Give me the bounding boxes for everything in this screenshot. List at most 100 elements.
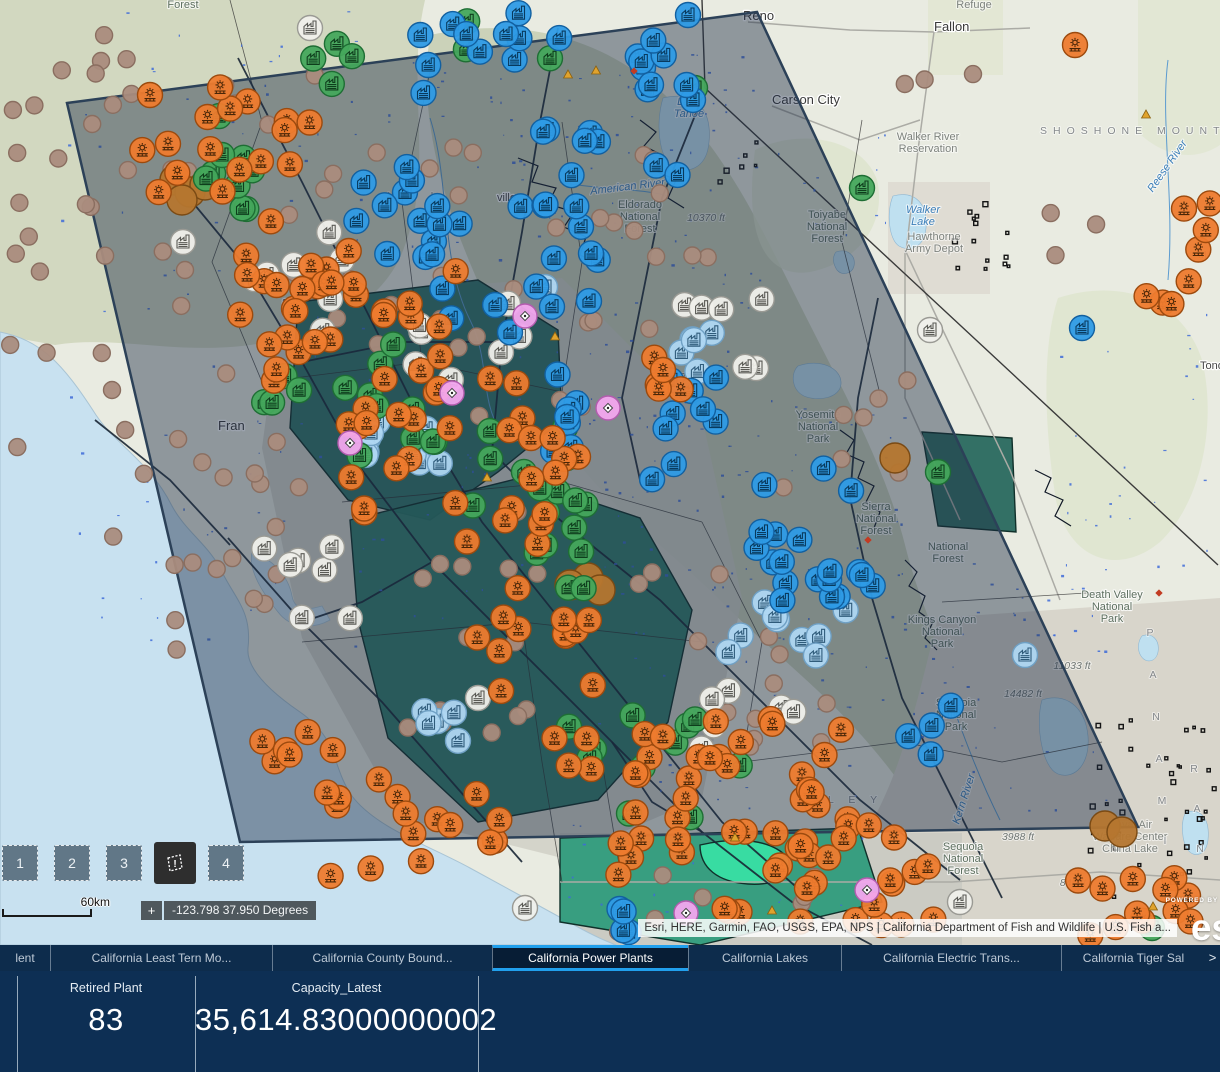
- plant-marker-solar[interactable]: [463, 780, 490, 808]
- plant-marker-hydro[interactable]: [418, 241, 446, 268]
- plant-marker-hydro[interactable]: [837, 477, 865, 504]
- plant-marker-solar[interactable]: [294, 718, 321, 746]
- plant-marker-hydro[interactable]: [768, 548, 795, 575]
- plant-marker-solar[interactable]: [605, 861, 632, 888]
- plant-marker-retired[interactable]: [244, 589, 264, 608]
- plant-marker-gas[interactable]: [311, 556, 338, 584]
- plant-marker-solar[interactable]: [539, 424, 566, 452]
- plant-marker-retired[interactable]: [367, 143, 386, 162]
- plant-marker-retired[interactable]: [646, 247, 666, 266]
- plant-marker-retired[interactable]: [30, 262, 50, 281]
- plant-marker-solar[interactable]: [793, 875, 821, 902]
- plant-marker-retired[interactable]: [482, 723, 501, 742]
- plant-marker-pink[interactable]: [512, 303, 538, 329]
- plant-marker-hydro[interactable]: [343, 207, 370, 235]
- plant-marker-solar[interactable]: [877, 867, 904, 894]
- plant-marker-hydro[interactable]: [769, 587, 796, 614]
- plant-marker-retired[interactable]: [640, 319, 659, 338]
- plant-marker-retired[interactable]: [82, 114, 102, 134]
- plant-marker-gas[interactable]: [511, 894, 539, 922]
- plant-marker-hydro[interactable]: [407, 21, 434, 49]
- plant-marker-hydro[interactable]: [748, 518, 775, 546]
- plant-marker-solar[interactable]: [282, 297, 309, 325]
- plant-marker-hydro[interactable]: [575, 287, 603, 315]
- plant-marker-hydro[interactable]: [937, 692, 965, 719]
- plant-marker-solar[interactable]: [276, 151, 304, 178]
- plant-marker-solar[interactable]: [453, 528, 481, 555]
- plant-marker-retired[interactable]: [267, 432, 286, 452]
- warning-triangle-marker[interactable]: [562, 69, 574, 79]
- plant-marker-hydro[interactable]: [424, 192, 451, 220]
- plant-marker-solar[interactable]: [1152, 876, 1179, 904]
- plant-marker-solar[interactable]: [233, 261, 261, 289]
- plant-marker-retired[interactable]: [19, 227, 38, 246]
- plant-marker-green[interactable]: [318, 70, 345, 98]
- plant-marker-retired[interactable]: [693, 888, 712, 907]
- plant-marker-solar[interactable]: [798, 779, 825, 806]
- plant-marker-solar[interactable]: [727, 728, 754, 756]
- plant-marker-solar[interactable]: [271, 116, 298, 144]
- warning-triangle-marker[interactable]: [590, 65, 602, 75]
- plant-marker-retired[interactable]: [166, 611, 185, 630]
- plant-marker-solar[interactable]: [371, 365, 398, 393]
- plant-marker-retired[interactable]: [591, 208, 610, 228]
- plant-marker-retired[interactable]: [683, 246, 702, 265]
- plant-marker-gas[interactable]: [464, 684, 492, 712]
- plant-marker-hydro[interactable]: [563, 193, 590, 220]
- plant-marker-retired[interactable]: [95, 246, 115, 265]
- plant-marker-green[interactable]: [570, 575, 597, 602]
- plant-marker-hydro[interactable]: [751, 471, 778, 499]
- plant-marker-solar[interactable]: [350, 495, 378, 522]
- plant-marker-solar[interactable]: [426, 313, 453, 340]
- bookmark-button-2[interactable]: 2: [54, 845, 90, 881]
- plant-marker-retired[interactable]: [92, 343, 112, 363]
- plant-marker-hydro[interactable]: [652, 415, 679, 442]
- plant-marker-retired[interactable]: [52, 61, 71, 80]
- plant-marker-solar[interactable]: [555, 752, 582, 779]
- plant-marker-hydro[interactable]: [350, 169, 377, 196]
- plant-marker-solar[interactable]: [263, 356, 290, 383]
- plant-marker-retired[interactable]: [898, 371, 917, 390]
- plant-marker-retired[interactable]: [10, 193, 29, 213]
- plant-marker-solar[interactable]: [503, 370, 530, 397]
- plant-marker-solar[interactable]: [256, 331, 283, 358]
- plant-marker-retired[interactable]: [115, 420, 135, 440]
- plant-marker-solar[interactable]: [206, 74, 234, 101]
- plant-marker-solar[interactable]: [427, 343, 454, 370]
- bookmark-button-4[interactable]: 4: [208, 845, 244, 881]
- plant-marker-solar[interactable]: [136, 81, 164, 109]
- plant-marker-hydro[interactable]: [466, 38, 494, 65]
- plant-marker-retired[interactable]: [774, 478, 793, 497]
- plant-marker-retired[interactable]: [1041, 203, 1060, 223]
- plant-marker-solar[interactable]: [787, 832, 814, 860]
- plant-marker-solar[interactable]: [622, 760, 649, 787]
- plant-marker-green[interactable]: [380, 331, 407, 358]
- crosshair-icon[interactable]: +: [141, 901, 162, 920]
- plant-marker-retired[interactable]: [444, 138, 463, 157]
- plant-marker-gas[interactable]: [708, 296, 735, 323]
- plant-marker-solar[interactable]: [335, 237, 362, 265]
- plant-marker-retired[interactable]: [764, 674, 783, 693]
- warning-triangle-marker[interactable]: [549, 331, 561, 341]
- plant-marker-hydro[interactable]: [917, 741, 944, 768]
- plant-marker-gas[interactable]: [277, 551, 304, 579]
- plant-marker-solar[interactable]: [318, 269, 345, 296]
- plant-marker-solar[interactable]: [664, 826, 692, 853]
- plant-marker-solar[interactable]: [353, 409, 380, 437]
- plant-marker-retired[interactable]: [49, 149, 68, 168]
- plant-marker-gas[interactable]: [748, 286, 775, 313]
- plant-marker-solar[interactable]: [1196, 190, 1220, 217]
- plant-marker-hydro[interactable]: [393, 153, 420, 181]
- plant-marker-hydro[interactable]: [453, 20, 480, 48]
- plant-marker-retired[interactable]: [869, 389, 888, 408]
- plant-marker-retired[interactable]: [175, 260, 195, 280]
- plant-marker-retired[interactable]: [37, 343, 56, 362]
- plant-marker-lightblue[interactable]: [444, 727, 472, 754]
- plant-marker-solar[interactable]: [1133, 283, 1160, 310]
- plant-marker-retired[interactable]: [94, 26, 114, 45]
- plant-marker-retired[interactable]: [86, 64, 105, 83]
- plant-marker-hydro[interactable]: [640, 27, 667, 54]
- plant-marker-solar[interactable]: [442, 258, 469, 285]
- plant-marker-hydro[interactable]: [553, 403, 581, 431]
- plant-marker-retired[interactable]: [1046, 245, 1065, 265]
